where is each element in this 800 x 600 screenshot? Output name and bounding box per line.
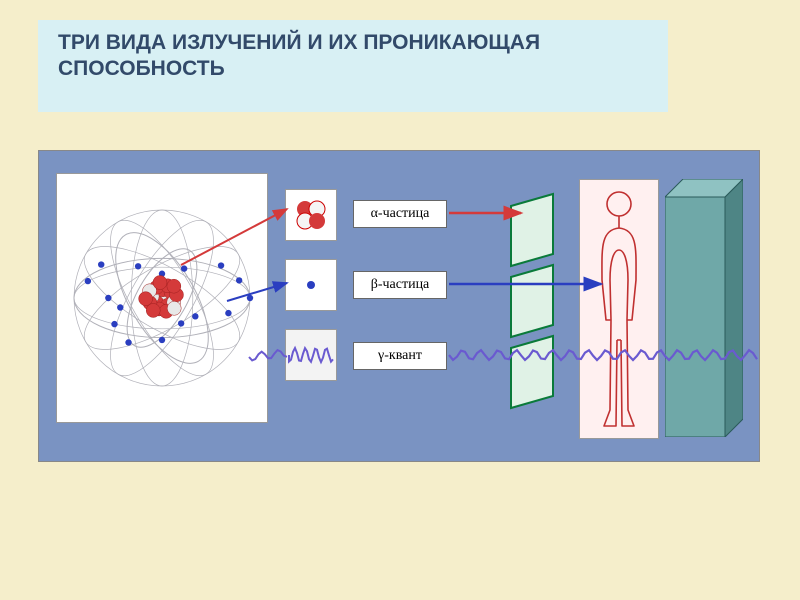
alpha-label: α-частица <box>353 200 447 228</box>
gamma-quantum-box <box>285 329 337 381</box>
atom-svg <box>57 174 267 422</box>
diagram-panel: α-частица β-частица γ-квант <box>38 150 760 462</box>
beta-label: β-частица <box>353 271 447 299</box>
slide: ТРИ ВИДА ИЗЛУЧЕНИЙ И ИХ ПРОНИКАЮЩАЯ СПОС… <box>0 0 800 600</box>
human-body-barrier <box>579 179 659 439</box>
slide-title: ТРИ ВИДА ИЗЛУЧЕНИЙ И ИХ ПРОНИКАЮЩАЯ СПОС… <box>58 30 648 83</box>
alpha-particle-icon <box>289 193 333 237</box>
alpha-particle-box <box>285 189 337 241</box>
beta-particle-box <box>285 259 337 311</box>
human-figure-icon <box>580 180 658 438</box>
gamma-label: γ-квант <box>353 342 447 370</box>
concrete-block-icon <box>665 179 743 437</box>
atom-box <box>56 173 268 423</box>
beta-particle-icon <box>301 275 321 295</box>
title-box: ТРИ ВИДА ИЗЛУЧЕНИЙ И ИХ ПРОНИКАЮЩАЯ СПОС… <box>38 20 668 112</box>
gamma-wave-icon <box>287 340 335 370</box>
concrete-barrier <box>665 179 743 437</box>
